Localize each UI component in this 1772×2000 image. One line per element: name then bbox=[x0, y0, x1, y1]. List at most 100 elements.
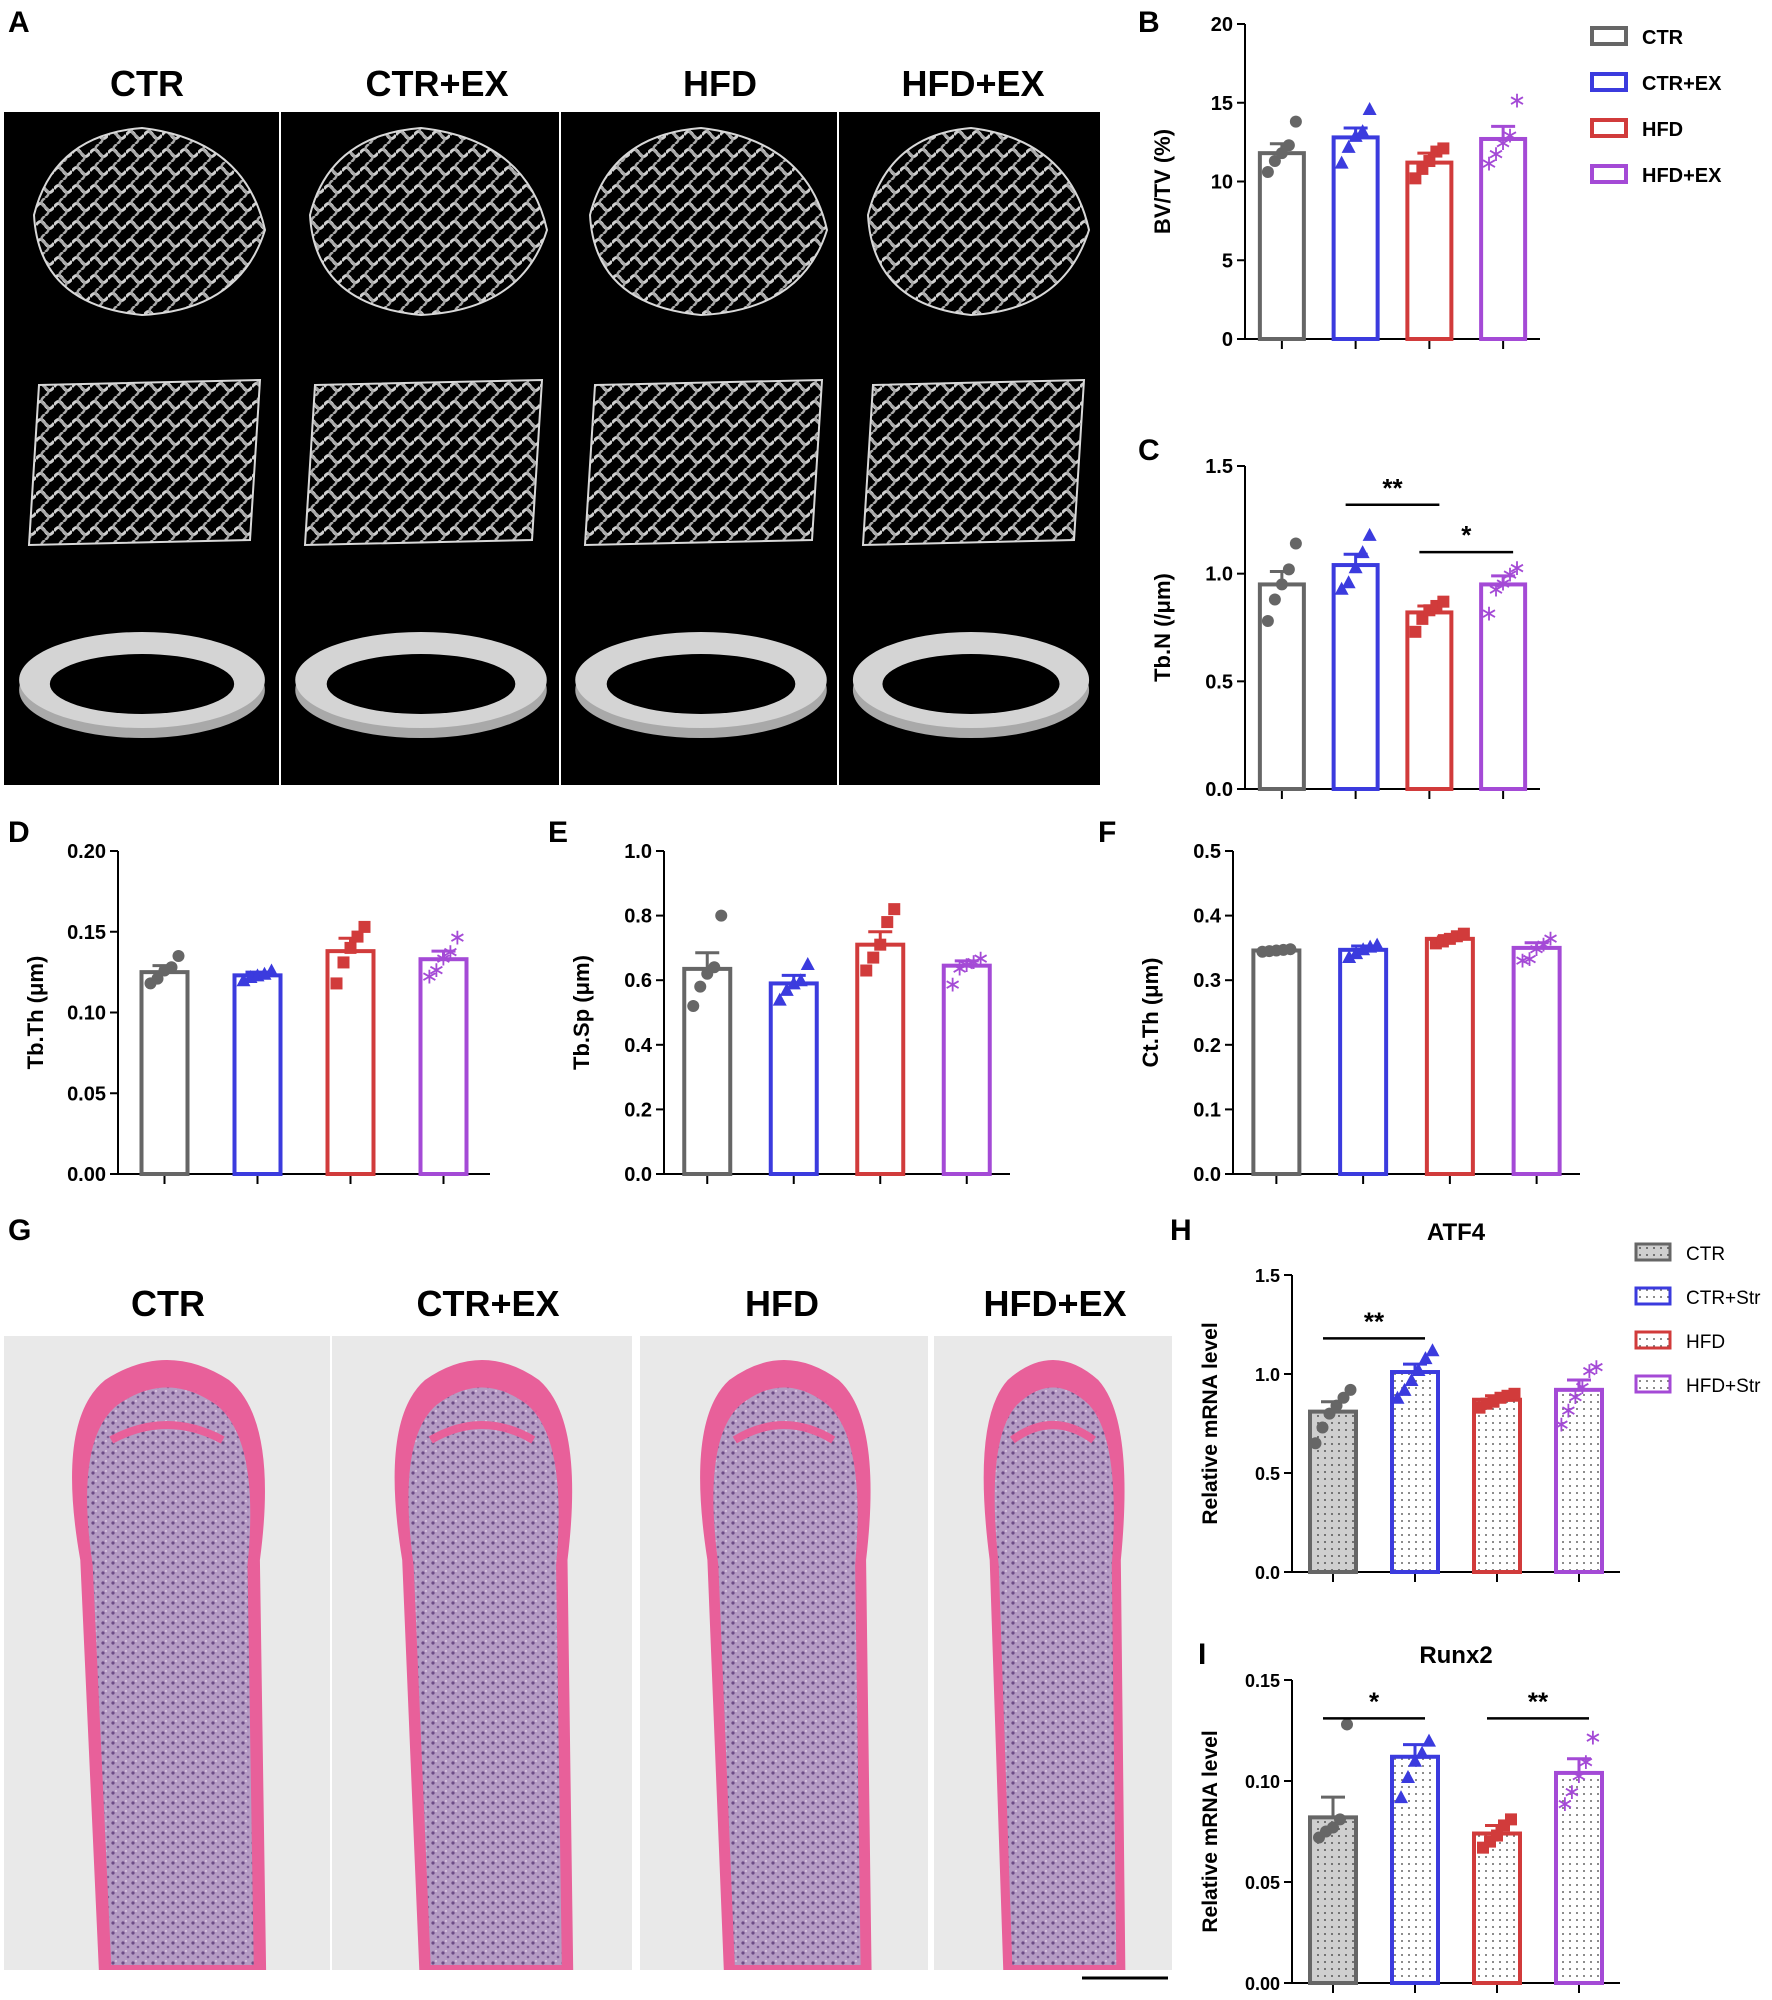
data-point: ∗ bbox=[1527, 936, 1545, 961]
y-tick-label: 0.5 bbox=[1255, 1464, 1280, 1484]
data-point bbox=[1411, 1363, 1426, 1377]
data-point bbox=[1425, 1343, 1440, 1357]
data-point bbox=[1334, 1813, 1346, 1826]
legend-top-swatch-hfd-ex bbox=[1590, 164, 1628, 184]
micro-ct-label-hfd-ex: HFD+EX bbox=[901, 63, 1044, 104]
data-point: ∗ bbox=[1556, 1791, 1574, 1816]
data-point bbox=[351, 930, 364, 943]
chart-f: 0.00.10.20.30.40.5Ct.Th (μm) ∗∗∗∗∗ bbox=[1138, 841, 1580, 1186]
micro-ct-label-ctr: CTR bbox=[110, 63, 184, 104]
data-point bbox=[1491, 1829, 1503, 1842]
legend-bottom-swatch-hfd-str bbox=[1634, 1374, 1672, 1394]
legend-bottom-swatch-ctr bbox=[1634, 1242, 1672, 1262]
y-tick-label: 0.2 bbox=[1193, 1035, 1221, 1057]
bar bbox=[1308, 1409, 1358, 1574]
bar bbox=[768, 981, 819, 1176]
data-point bbox=[1323, 1407, 1336, 1420]
legend-bottom-swatch-ctr-str bbox=[1634, 1286, 1672, 1306]
data-point: ∗ bbox=[1577, 1749, 1595, 1774]
legend-bottom-label-ctr-str: CTR+Str bbox=[1686, 1288, 1761, 1309]
legend-top-swatch-hfd bbox=[1590, 118, 1628, 138]
data-point bbox=[1289, 537, 1302, 550]
micro-ct-label-hfd: HFD bbox=[683, 63, 757, 104]
legend-bottom-swatch-hfd bbox=[1634, 1330, 1672, 1350]
data-point bbox=[1275, 578, 1288, 591]
data-point bbox=[1330, 1399, 1343, 1412]
data-point bbox=[1437, 595, 1450, 608]
data-point bbox=[1349, 946, 1364, 960]
legend-top-label-hfd: HFD bbox=[1642, 119, 1683, 141]
panel-letter-c: C bbox=[1138, 434, 1160, 467]
bar bbox=[1554, 1770, 1604, 1986]
data-point bbox=[165, 961, 178, 974]
bar bbox=[1257, 151, 1306, 341]
y-tick-label: 0.15 bbox=[67, 922, 106, 944]
data-point bbox=[1394, 1790, 1408, 1804]
trabecular-render-side bbox=[861, 378, 1086, 547]
y-axis-label: BV/TV (%) bbox=[1150, 129, 1175, 234]
y-axis-label: Tb.Th (μm) bbox=[23, 956, 48, 1070]
data-point bbox=[1341, 139, 1356, 153]
data-point bbox=[867, 951, 880, 964]
data-point bbox=[1423, 155, 1436, 168]
histology-label-ctr-ex: CTR+EX bbox=[416, 1283, 559, 1324]
data-point bbox=[1404, 1372, 1419, 1386]
cortical-ring-hole bbox=[326, 654, 516, 714]
bar bbox=[941, 963, 992, 1176]
data-point bbox=[772, 992, 787, 1006]
trabecular-render-side bbox=[27, 378, 262, 547]
data-point bbox=[1282, 563, 1295, 576]
data-point: ∗ bbox=[1534, 931, 1552, 956]
data-point: ∗ bbox=[1487, 577, 1505, 602]
data-point bbox=[1362, 527, 1377, 541]
y-axis-label: Ct.Th (μm) bbox=[1138, 958, 1163, 1068]
trabecular-render-top bbox=[588, 126, 829, 317]
trabecular-render-side bbox=[303, 378, 544, 547]
panel-letter-f: F bbox=[1098, 816, 1116, 849]
bar bbox=[232, 973, 283, 1176]
data-point bbox=[860, 964, 873, 977]
bar bbox=[1251, 948, 1302, 1177]
histology-panel: CTR CTR+EX HFD HFD+EX bbox=[4, 1283, 1172, 1980]
data-point bbox=[1334, 155, 1349, 169]
data-point: ∗ bbox=[1570, 1763, 1588, 1788]
data-point bbox=[874, 938, 887, 951]
data-point: ∗ bbox=[1487, 141, 1505, 166]
bar bbox=[1511, 945, 1562, 1177]
y-tick-label: 0.15 bbox=[1245, 1671, 1280, 1691]
marrow-region bbox=[994, 1387, 1117, 1965]
data-point: ∗ bbox=[427, 957, 445, 982]
data-point: ∗ bbox=[1552, 1412, 1570, 1437]
bar bbox=[855, 942, 906, 1176]
y-tick-label: 0.6 bbox=[624, 970, 652, 992]
data-point bbox=[1355, 124, 1370, 138]
data-point: ∗ bbox=[1501, 562, 1519, 587]
y-tick-label: 0.05 bbox=[1245, 1873, 1280, 1893]
y-tick-label: 0.4 bbox=[624, 1035, 653, 1057]
data-point: ∗ bbox=[1513, 948, 1531, 973]
data-point bbox=[1397, 1382, 1412, 1396]
data-point bbox=[1261, 166, 1274, 179]
y-tick-label: 5 bbox=[1222, 250, 1233, 272]
cortical-ring-hole bbox=[606, 654, 796, 714]
bar bbox=[1424, 936, 1475, 1177]
y-tick-label: 1.5 bbox=[1205, 456, 1233, 478]
data-point bbox=[1309, 1437, 1322, 1450]
bar bbox=[139, 970, 190, 1176]
data-point bbox=[1289, 115, 1302, 128]
panel-letter-d: D bbox=[8, 816, 30, 849]
data-point bbox=[1344, 1383, 1357, 1396]
y-axis-label: Tb.N (/μm) bbox=[1150, 573, 1175, 682]
bar bbox=[1472, 1397, 1522, 1574]
data-point: ∗ bbox=[1580, 1358, 1598, 1383]
bar bbox=[682, 966, 733, 1177]
data-point bbox=[1348, 128, 1363, 142]
y-tick-label: 0.2 bbox=[624, 1099, 652, 1121]
data-point bbox=[1261, 615, 1274, 628]
y-tick-label: 0.1 bbox=[1193, 1099, 1221, 1121]
data-point: ∗ bbox=[1566, 1384, 1584, 1409]
y-tick-label: 0.0 bbox=[1205, 779, 1233, 801]
y-tick-label: 1.0 bbox=[1205, 564, 1233, 586]
data-point bbox=[344, 941, 357, 954]
